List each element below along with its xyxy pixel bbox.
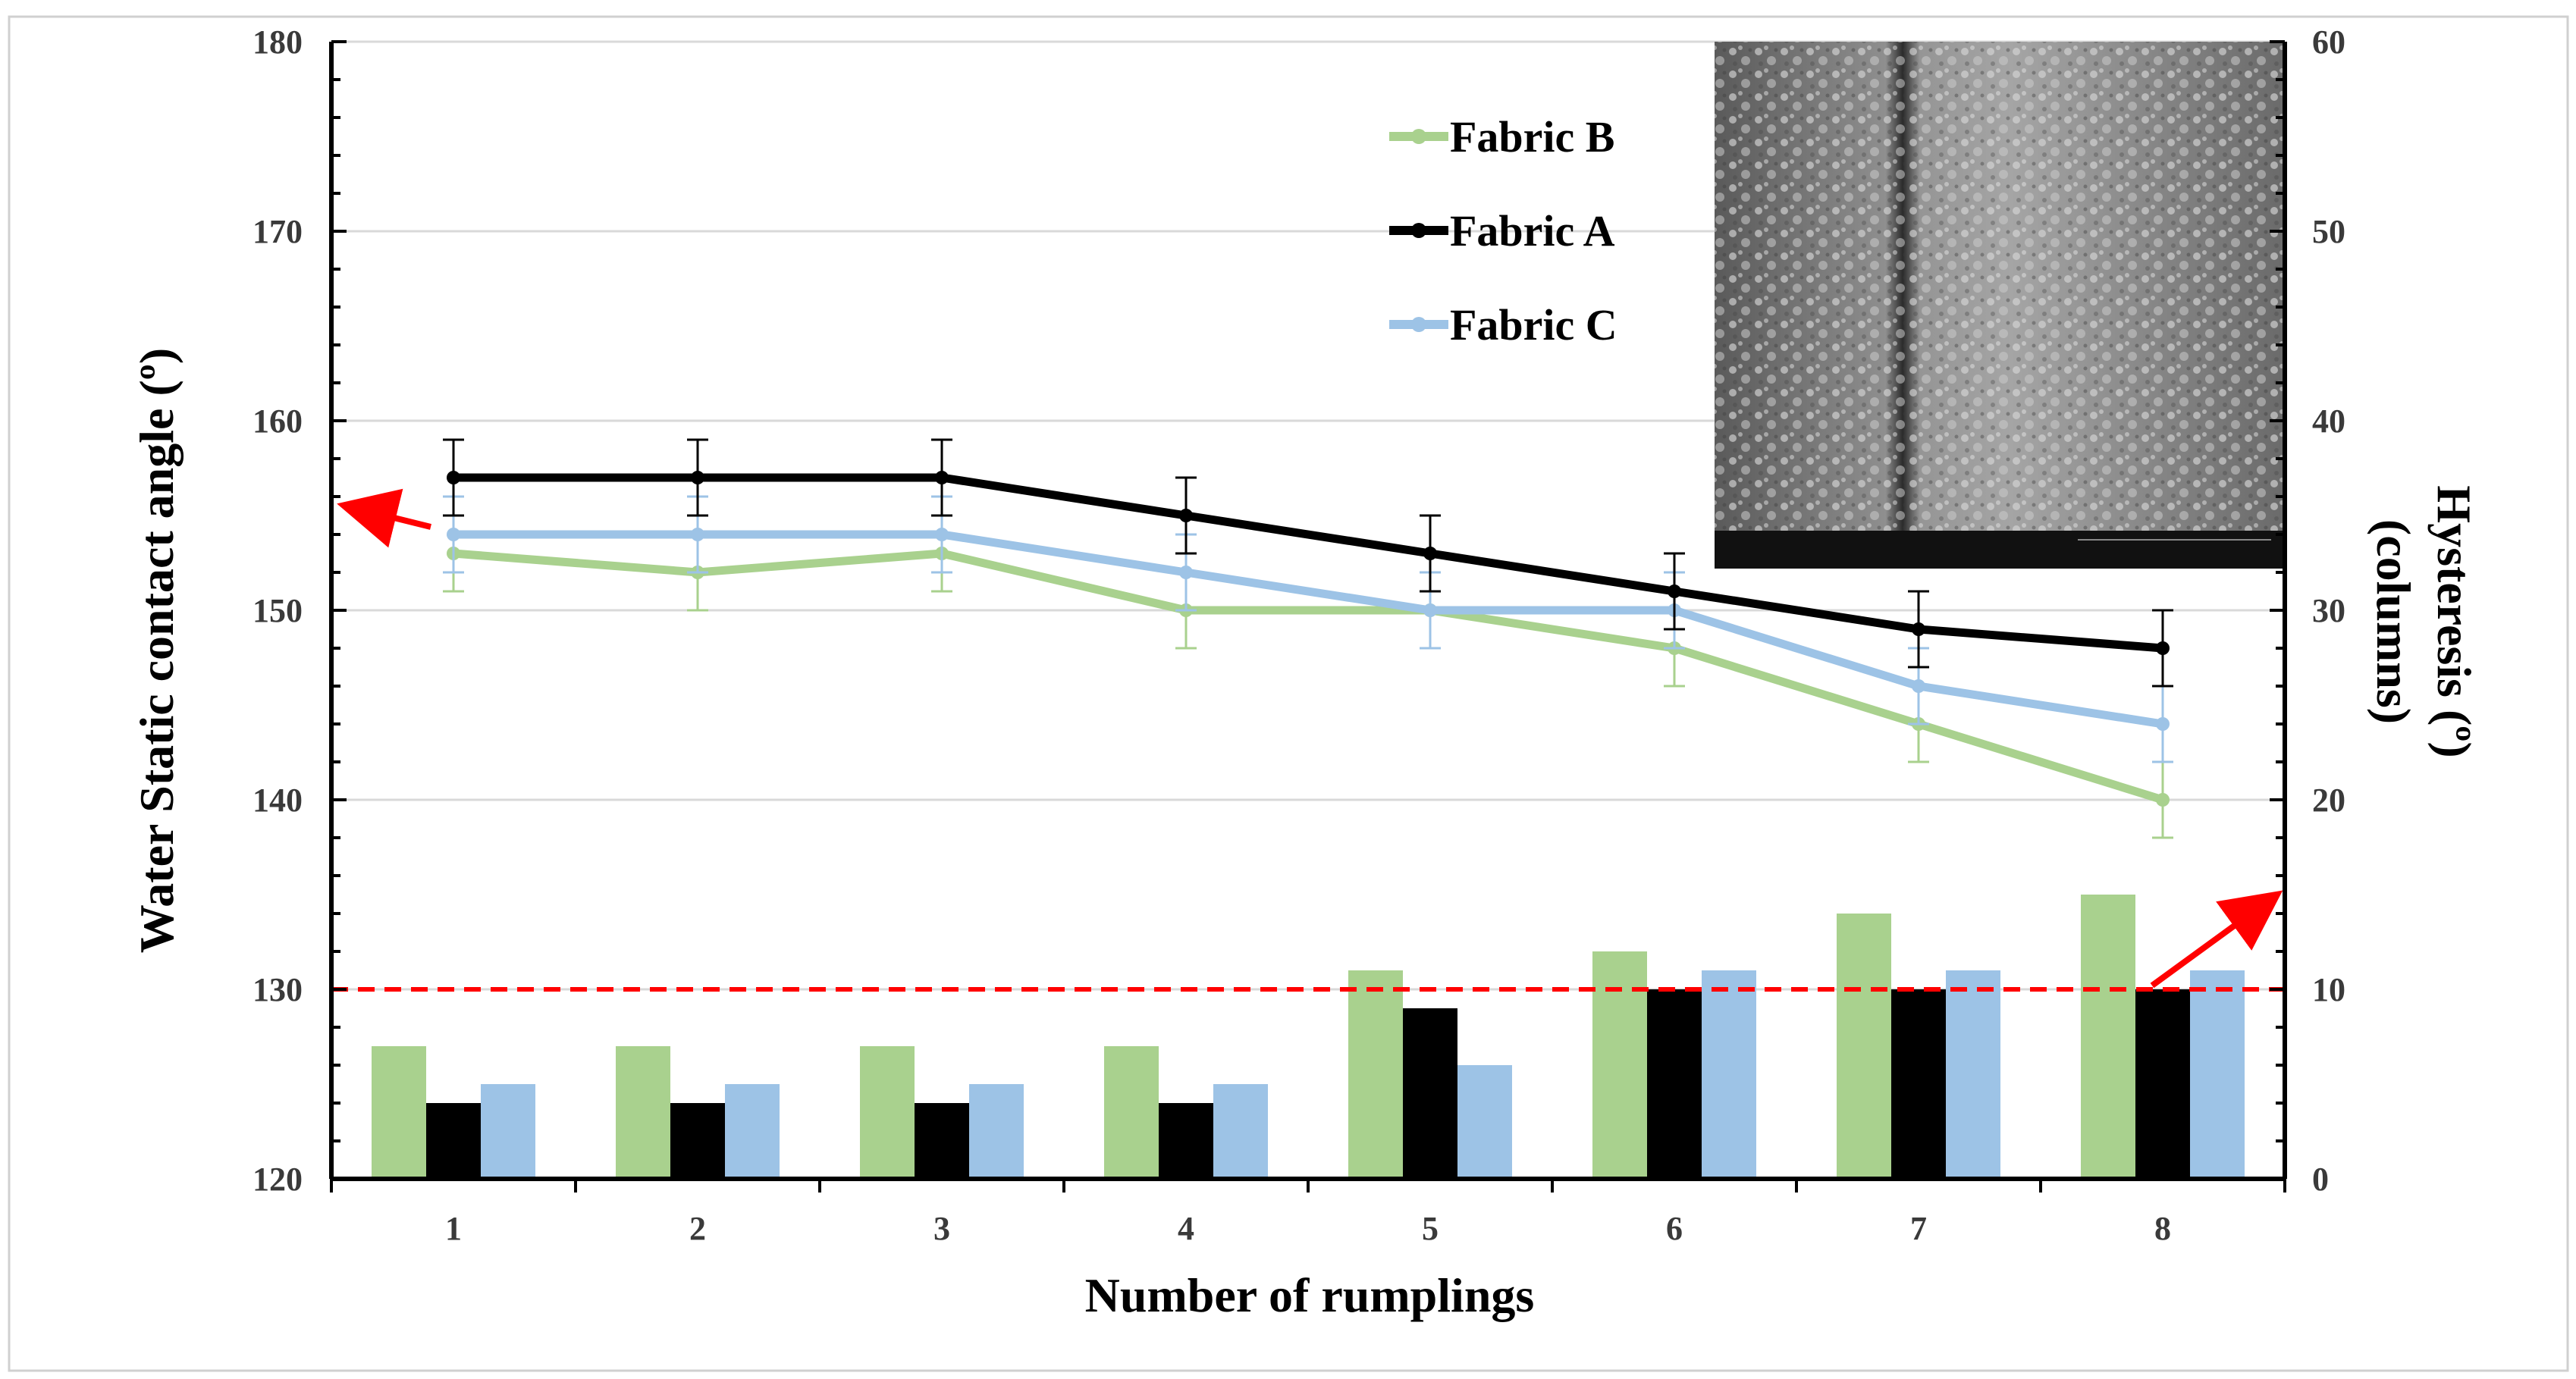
bar-fabric-b-5 bbox=[1348, 970, 1403, 1179]
y-right-tick-label: 30 bbox=[2312, 592, 2345, 629]
x-tick-label: 4 bbox=[1178, 1210, 1194, 1247]
legend-marker-fabric-c bbox=[1411, 317, 1426, 332]
y-left-tick-label: 130 bbox=[253, 971, 303, 1008]
bar-fabric-a-5 bbox=[1403, 1008, 1457, 1179]
point-fabric-c-7 bbox=[1912, 679, 1925, 693]
x-tick-label: 6 bbox=[1666, 1210, 1683, 1247]
y-left-tick-label: 150 bbox=[253, 592, 303, 629]
legend-marker-fabric-b bbox=[1411, 129, 1426, 144]
y-right-tick-label: 50 bbox=[2312, 213, 2345, 250]
bar-fabric-a-7 bbox=[1891, 989, 1946, 1179]
x-axis-title: Number of rumplings bbox=[1085, 1268, 1535, 1322]
bar-fabric-a-1 bbox=[426, 1103, 481, 1179]
bar-fabric-b-2 bbox=[616, 1046, 670, 1179]
y-left-tick-label: 140 bbox=[253, 782, 303, 819]
legend-label-fabric-a: Fabric A bbox=[1450, 206, 1615, 255]
line-fabric-b bbox=[453, 549, 2164, 804]
point-fabric-a-4 bbox=[1179, 509, 1193, 522]
point-fabric-c-5 bbox=[1423, 603, 1437, 617]
line-fabric-c bbox=[453, 530, 2163, 729]
point-fabric-a-6 bbox=[1668, 585, 1681, 598]
bar-fabric-a-4 bbox=[1159, 1103, 1213, 1179]
y-right-tick-label: 10 bbox=[2312, 971, 2345, 1008]
bar-fabric-b-8 bbox=[2081, 895, 2135, 1179]
bar-fabric-b-4 bbox=[1104, 1046, 1159, 1179]
y-right-tick-label: 20 bbox=[2312, 782, 2345, 819]
y-left-tick-label: 160 bbox=[253, 403, 303, 440]
bar-fabric-b-1 bbox=[372, 1046, 426, 1179]
bar-fabric-b-6 bbox=[1592, 951, 1647, 1179]
point-fabric-a-5 bbox=[1423, 547, 1437, 560]
point-fabric-a-8 bbox=[2156, 641, 2170, 655]
point-fabric-a-3 bbox=[935, 471, 949, 484]
bar-fabric-c-2 bbox=[725, 1084, 780, 1179]
x-tick-label: 3 bbox=[933, 1210, 950, 1247]
point-fabric-c-2 bbox=[691, 528, 704, 541]
point-fabric-a-2 bbox=[691, 471, 704, 484]
x-tick-label: 2 bbox=[689, 1210, 706, 1247]
y-right-tick-label: 0 bbox=[2312, 1161, 2329, 1198]
point-fabric-b-8 bbox=[2156, 793, 2170, 807]
axes: 120 130 140 150 160 170 180 0 10 20 30 40 50 60 1 2 3 4 5 6… bbox=[253, 24, 2345, 1247]
bar-fabric-c-3 bbox=[969, 1084, 1024, 1179]
bar-fabric-b-3 bbox=[860, 1046, 915, 1179]
bar-fabric-a-8 bbox=[2135, 989, 2190, 1179]
y-left-tick-label: 180 bbox=[253, 24, 303, 61]
x-tick-label: 8 bbox=[2154, 1210, 2171, 1247]
x-tick-label: 5 bbox=[1422, 1210, 1439, 1247]
y-axis-right-title-line2: (columns) bbox=[2367, 519, 2421, 724]
point-fabric-c-4 bbox=[1179, 566, 1193, 579]
line-group bbox=[443, 438, 2173, 839]
y-axis-left-title: Water Static contact angle (º) bbox=[130, 348, 184, 953]
bar-fabric-a-6 bbox=[1647, 989, 1702, 1179]
line-fabric-a bbox=[453, 473, 2163, 653]
legend: Fabric B Fabric A Fabric C bbox=[1389, 112, 1617, 349]
y-left-tick-label: 170 bbox=[253, 213, 303, 250]
bar-fabric-a-3 bbox=[915, 1103, 969, 1179]
bar-group bbox=[372, 895, 2245, 1179]
legend-label-fabric-b: Fabric B bbox=[1450, 112, 1614, 161]
y-left-tick-label: 120 bbox=[253, 1161, 303, 1198]
y-axis-right-title-line1: Hysteresis (º) bbox=[2427, 485, 2481, 757]
bar-fabric-b-7 bbox=[1837, 914, 1891, 1179]
sem-inset-image bbox=[1715, 42, 2285, 569]
bar-fabric-c-8 bbox=[2190, 970, 2245, 1179]
y-right-tick-label: 60 bbox=[2312, 24, 2345, 61]
x-tick-label: 1 bbox=[445, 1210, 462, 1247]
point-fabric-c-1 bbox=[447, 528, 460, 541]
left-axis-arrow bbox=[337, 488, 431, 548]
legend-label-fabric-c: Fabric C bbox=[1450, 300, 1617, 349]
bar-fabric-c-5 bbox=[1457, 1065, 1512, 1179]
bar-fabric-c-1 bbox=[481, 1084, 535, 1179]
point-fabric-a-7 bbox=[1912, 622, 1925, 636]
point-fabric-c-3 bbox=[935, 528, 949, 541]
bar-fabric-c-7 bbox=[1946, 970, 2000, 1179]
point-fabric-a-1 bbox=[447, 471, 460, 484]
right-axis-arrow bbox=[2150, 890, 2283, 989]
y-right-tick-label: 40 bbox=[2312, 403, 2345, 440]
bar-fabric-c-6 bbox=[1702, 970, 1756, 1179]
point-fabric-c-8 bbox=[2156, 717, 2170, 731]
x-tick-label: 7 bbox=[1910, 1210, 1927, 1247]
bar-fabric-a-2 bbox=[670, 1103, 725, 1179]
bar-fabric-c-4 bbox=[1213, 1084, 1268, 1179]
legend-marker-fabric-a bbox=[1411, 223, 1426, 238]
